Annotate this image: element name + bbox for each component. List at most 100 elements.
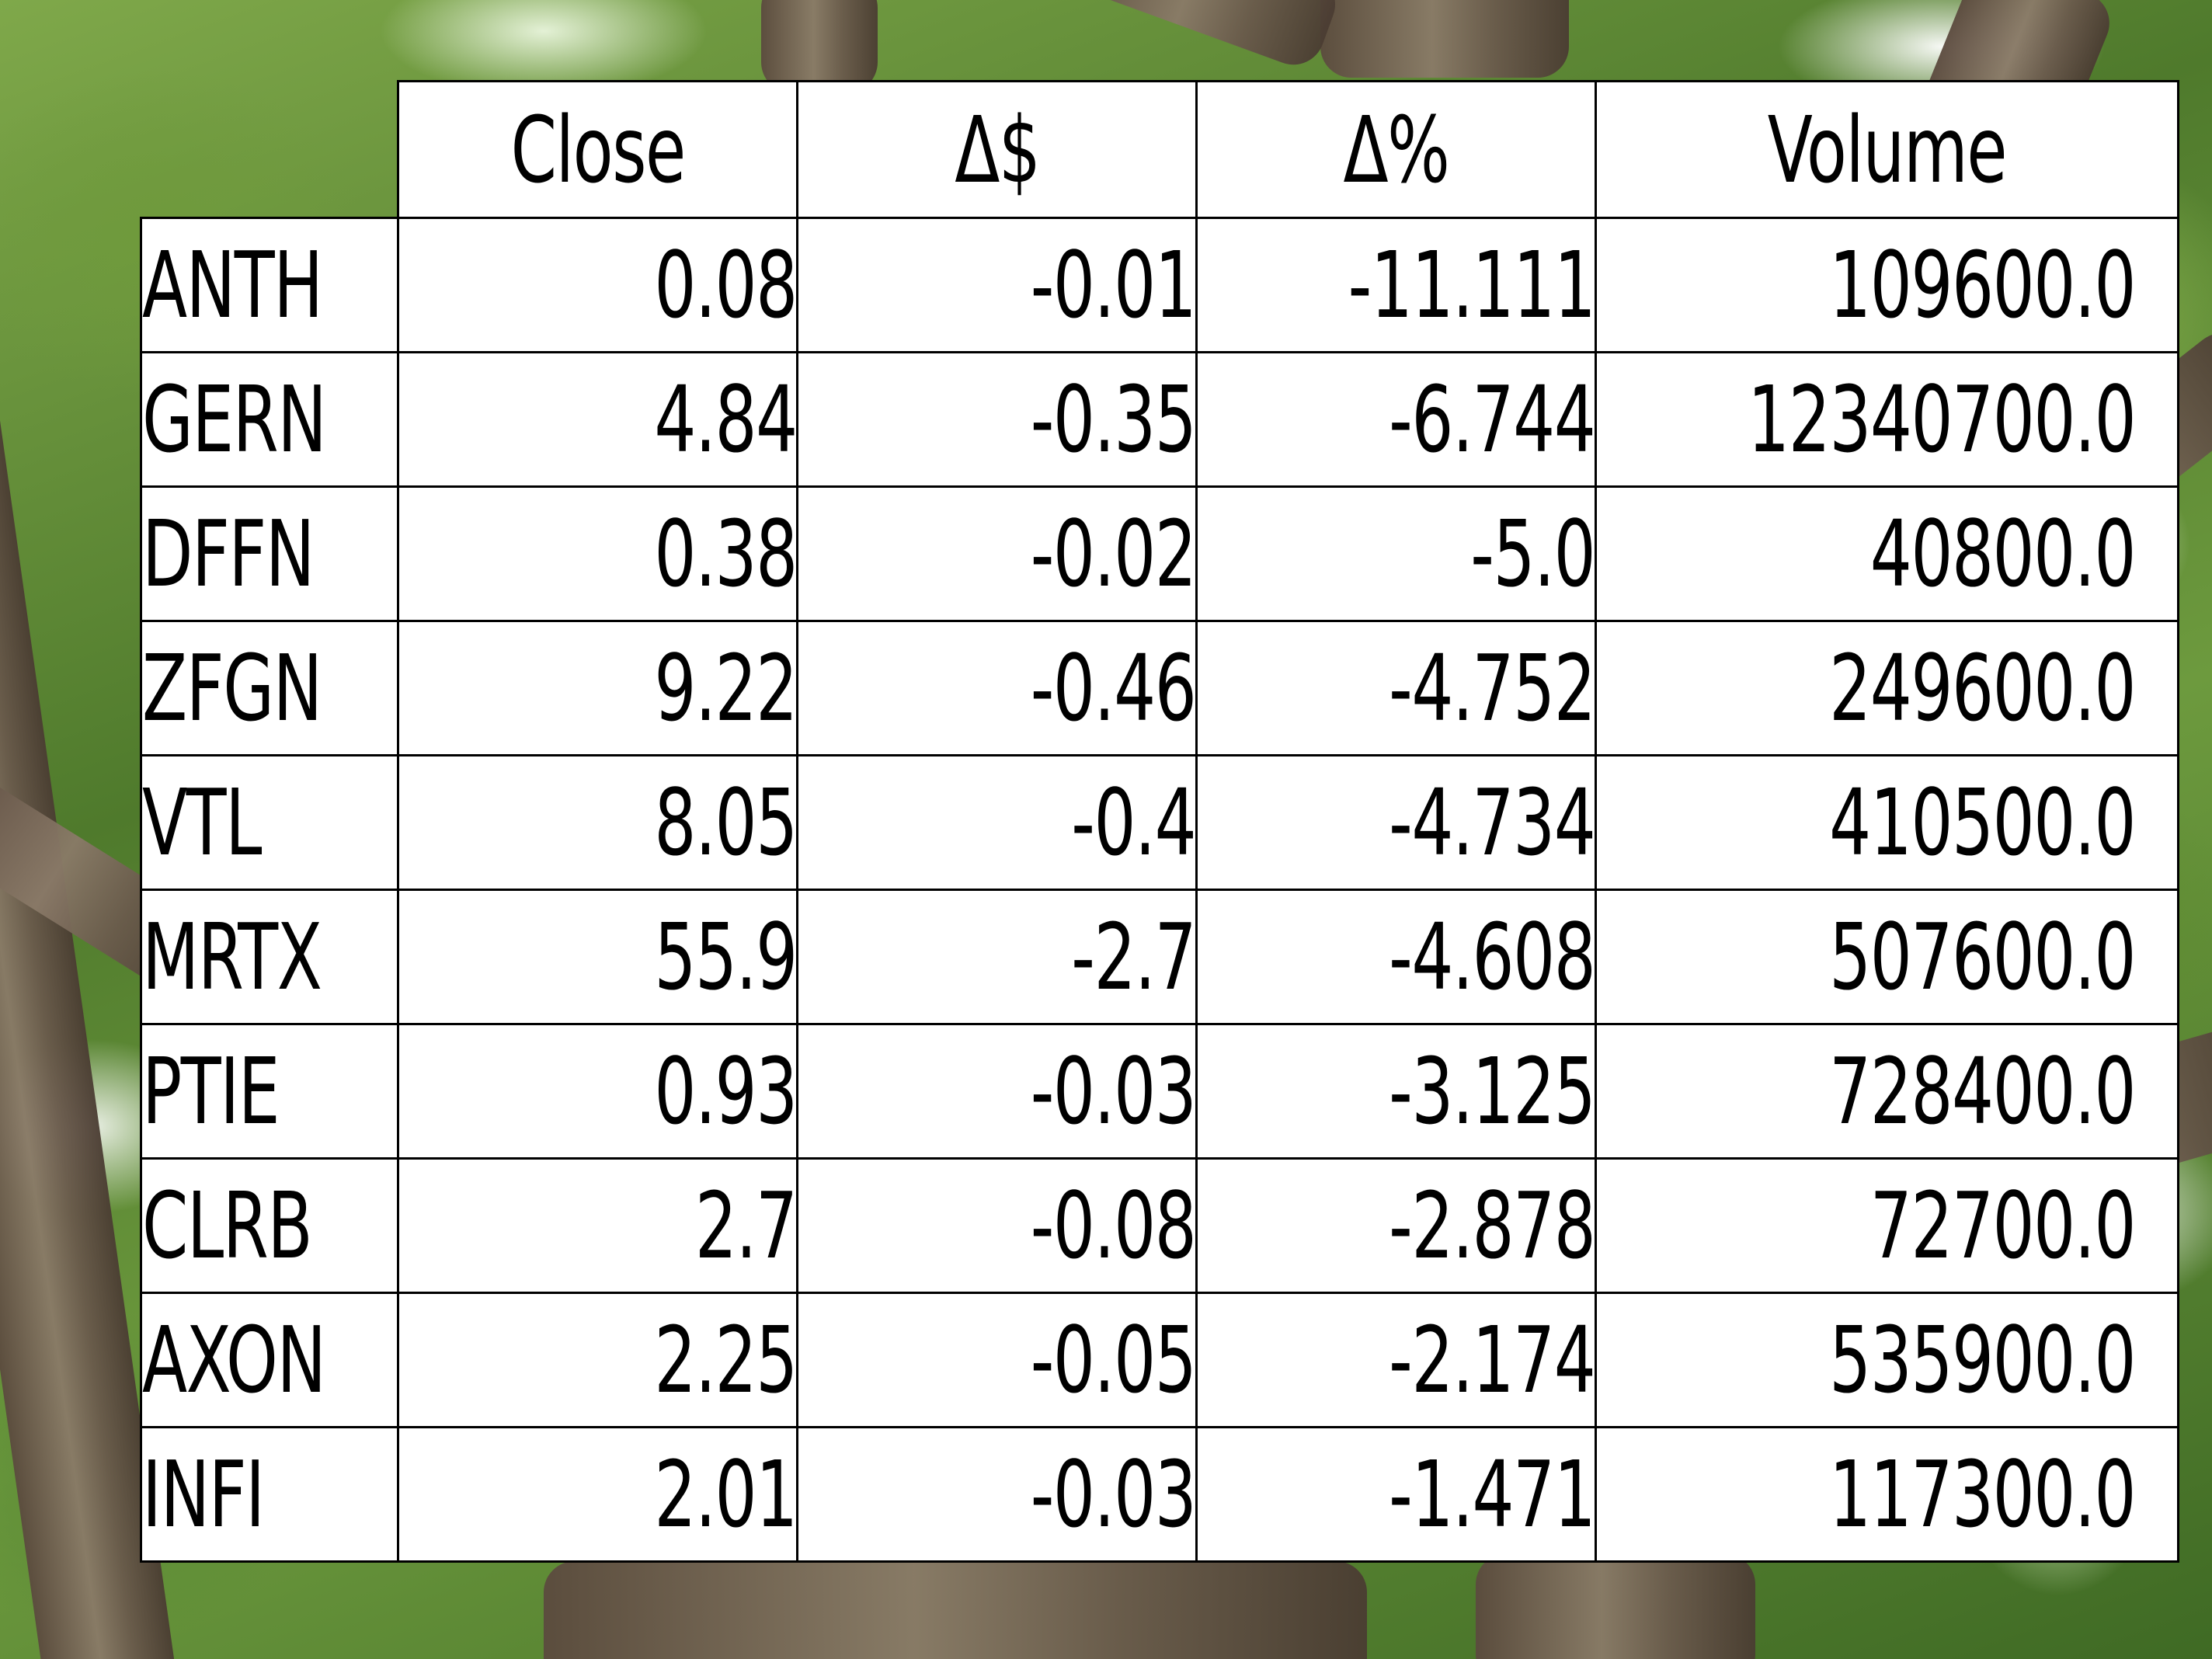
delta-dollar-cell: -0.03 xyxy=(796,1023,1198,1160)
close-value: 55.9 xyxy=(653,903,797,1010)
volume-value: 12340700.0 xyxy=(1748,366,2137,473)
volume-value: 72700.0 xyxy=(1870,1172,2137,1279)
stock-table-container: Close Δ$ Δ% Volume ANTH 0.08 -0.01 -11.1… xyxy=(139,80,2180,1563)
ticker-cell: INFI xyxy=(139,1426,400,1563)
delta-percent-value: -6.744 xyxy=(1389,366,1595,473)
ticker-cell: CLRB xyxy=(139,1157,400,1294)
delta-dollar-value: -0.05 xyxy=(1030,1306,1196,1414)
volume-cell: 728400.0 xyxy=(1595,1023,2180,1160)
delta-dollar-value: -0.35 xyxy=(1030,366,1196,473)
delta-percent-cell: -4.608 xyxy=(1195,889,1598,1025)
volume-cell: 72700.0 xyxy=(1595,1157,2180,1294)
delta-dollar-cell: -0.02 xyxy=(796,485,1198,622)
delta-dollar-cell: -2.7 xyxy=(796,889,1198,1025)
delta-percent-value: -5.0 xyxy=(1470,500,1595,607)
delta-dollar-value: -0.03 xyxy=(1030,1038,1196,1145)
delta-dollar-cell: -0.03 xyxy=(796,1426,1198,1563)
volume-cell: 12340700.0 xyxy=(1595,351,2180,488)
ticker-cell: MRTX xyxy=(139,889,400,1025)
volume-cell: 410500.0 xyxy=(1595,754,2180,891)
column-header-close: Close xyxy=(397,80,799,219)
close-cell: 55.9 xyxy=(397,889,799,1025)
ticker-label: ANTH xyxy=(142,231,324,339)
ticker-label: VTL xyxy=(142,769,263,876)
column-header-delta-dollar: Δ$ xyxy=(796,80,1198,219)
close-cell: 0.93 xyxy=(397,1023,799,1160)
delta-dollar-cell: -0.05 xyxy=(796,1292,1198,1428)
volume-value: 249600.0 xyxy=(1829,635,2137,742)
delta-percent-value: -3.125 xyxy=(1389,1038,1595,1145)
table-row: AXON 2.25 -0.05 -2.174 535900.0 xyxy=(139,1292,2180,1428)
ticker-cell: AXON xyxy=(139,1292,400,1428)
ticker-cell: ANTH xyxy=(139,217,400,353)
delta-dollar-value: -0.4 xyxy=(1071,769,1196,876)
table-row: VTL 8.05 -0.4 -4.734 410500.0 xyxy=(139,754,2180,891)
delta-dollar-value: -0.02 xyxy=(1030,500,1196,607)
delta-dollar-value: -0.03 xyxy=(1030,1441,1196,1548)
volume-value: 109600.0 xyxy=(1829,231,2137,339)
volume-cell: 117300.0 xyxy=(1595,1426,2180,1563)
delta-percent-value: -4.752 xyxy=(1389,635,1595,742)
ticker-cell: VTL xyxy=(139,754,400,891)
close-value: 2.25 xyxy=(653,1306,797,1414)
tree-branch xyxy=(1476,1553,1755,1659)
table-row: CLRB 2.7 -0.08 -2.878 72700.0 xyxy=(139,1157,2180,1294)
delta-percent-value: -2.174 xyxy=(1389,1306,1595,1414)
header-row: Close Δ$ Δ% Volume xyxy=(141,80,2180,219)
delta-dollar-cell: -0.46 xyxy=(796,620,1198,756)
ticker-label: PTIE xyxy=(142,1038,280,1145)
close-value: 0.38 xyxy=(653,500,797,607)
delta-dollar-value: -0.01 xyxy=(1030,231,1196,339)
delta-percent-value: -4.608 xyxy=(1389,903,1595,1010)
table-row: PTIE 0.93 -0.03 -3.125 728400.0 xyxy=(139,1023,2180,1160)
volume-value: 117300.0 xyxy=(1829,1441,2137,1548)
column-header-label: Δ$ xyxy=(955,96,1041,203)
close-cell: 0.08 xyxy=(397,217,799,353)
delta-dollar-value: -0.08 xyxy=(1030,1172,1196,1279)
delta-dollar-cell: -0.4 xyxy=(796,754,1198,891)
close-value: 0.93 xyxy=(653,1038,797,1145)
close-cell: 2.25 xyxy=(397,1292,799,1428)
table-row: ZFGN 9.22 -0.46 -4.752 249600.0 xyxy=(139,620,2180,756)
column-header-label: Close xyxy=(510,96,687,203)
close-cell: 2.01 xyxy=(397,1426,799,1563)
close-value: 2.7 xyxy=(694,1172,797,1279)
ticker-label: INFI xyxy=(142,1441,266,1548)
volume-cell: 507600.0 xyxy=(1595,889,2180,1025)
tree-branch xyxy=(1063,0,1344,74)
delta-percent-cell: -5.0 xyxy=(1195,485,1598,622)
close-cell: 0.38 xyxy=(397,485,799,622)
volume-value: 535900.0 xyxy=(1829,1306,2137,1414)
close-value: 8.05 xyxy=(653,769,797,876)
volume-cell: 40800.0 xyxy=(1595,485,2180,622)
volume-cell: 109600.0 xyxy=(1595,217,2180,353)
column-header-delta-percent: Δ% xyxy=(1195,80,1598,219)
corner-cell xyxy=(141,82,398,218)
column-header-label: Volume xyxy=(1768,96,2008,203)
ticker-label: DFFN xyxy=(142,500,315,607)
table-row: ANTH 0.08 -0.01 -11.111 109600.0 xyxy=(139,217,2180,353)
delta-percent-cell: -2.174 xyxy=(1195,1292,1598,1428)
close-value: 2.01 xyxy=(653,1441,797,1548)
delta-percent-value: -11.111 xyxy=(1348,231,1595,339)
ticker-label: AXON xyxy=(142,1306,327,1414)
table-row: GERN 4.84 -0.35 -6.744 12340700.0 xyxy=(139,351,2180,488)
delta-dollar-value: -0.46 xyxy=(1030,635,1196,742)
volume-value: 40800.0 xyxy=(1870,500,2137,607)
delta-percent-cell: -11.111 xyxy=(1195,217,1598,353)
delta-percent-cell: -2.878 xyxy=(1195,1157,1598,1294)
delta-percent-cell: -1.471 xyxy=(1195,1426,1598,1563)
volume-value: 410500.0 xyxy=(1829,769,2137,876)
ticker-label: CLRB xyxy=(142,1172,313,1279)
close-cell: 2.7 xyxy=(397,1157,799,1294)
ticker-cell: PTIE xyxy=(139,1023,400,1160)
tree-branch xyxy=(1320,0,1569,78)
close-cell: 8.05 xyxy=(397,754,799,891)
delta-percent-cell: -3.125 xyxy=(1195,1023,1598,1160)
table-row: DFFN 0.38 -0.02 -5.0 40800.0 xyxy=(139,485,2180,622)
delta-dollar-cell: -0.01 xyxy=(796,217,1198,353)
volume-value: 728400.0 xyxy=(1829,1038,2137,1145)
volume-cell: 535900.0 xyxy=(1595,1292,2180,1428)
delta-dollar-value: -2.7 xyxy=(1071,903,1196,1010)
volume-cell: 249600.0 xyxy=(1595,620,2180,756)
